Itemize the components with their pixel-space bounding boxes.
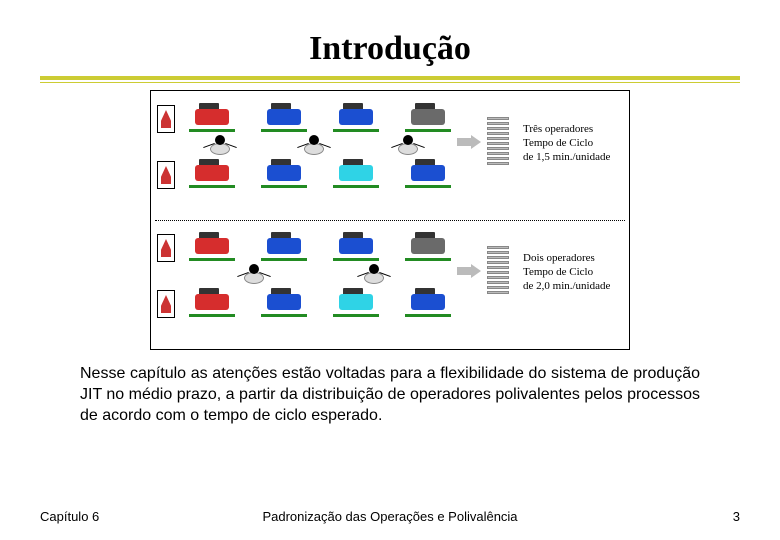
machine-icon bbox=[189, 105, 235, 129]
diagram-container: Três operadores Tempo de Ciclo de 1,5 mi… bbox=[40, 90, 740, 350]
caption-bottom: Dois operadores Tempo de Ciclo de 2,0 mi… bbox=[523, 252, 610, 293]
operator-icon bbox=[207, 133, 233, 159]
footer-chapter: Capítulo 6 bbox=[40, 509, 99, 524]
caption-line: de 1,5 min./unidade bbox=[523, 151, 610, 163]
operator-icon bbox=[395, 133, 421, 159]
footer-page-number: 3 bbox=[733, 509, 740, 524]
footer: Capítulo 6 Padronização das Operações e … bbox=[40, 509, 740, 524]
caption-line: Tempo de Ciclo bbox=[523, 266, 593, 278]
machine-icon bbox=[261, 105, 307, 129]
caption-top: Três operadores Tempo de Ciclo de 1,5 mi… bbox=[523, 123, 610, 164]
caption-line: de 2,0 min./unidade bbox=[523, 280, 610, 292]
machine-icon bbox=[189, 161, 235, 185]
diagram-top-half: Três operadores Tempo de Ciclo de 1,5 mi… bbox=[151, 91, 629, 220]
machine-icon bbox=[333, 161, 379, 185]
machine-icon bbox=[189, 290, 235, 314]
page-title: Introdução bbox=[40, 30, 740, 68]
title-underline bbox=[40, 76, 740, 78]
machine-icon bbox=[261, 161, 307, 185]
machine-icon bbox=[405, 290, 451, 314]
machine-icon bbox=[333, 290, 379, 314]
input-bin bbox=[157, 105, 175, 133]
operator-icon bbox=[241, 262, 267, 288]
input-bin bbox=[157, 234, 175, 262]
output-stack bbox=[487, 117, 509, 167]
machine-icon bbox=[405, 161, 451, 185]
operator-icon bbox=[361, 262, 387, 288]
machine-icon bbox=[405, 234, 451, 258]
machine-icon bbox=[333, 234, 379, 258]
caption-line: Três operadores bbox=[523, 123, 593, 135]
input-bin bbox=[157, 161, 175, 189]
diagram-bottom-half: Dois operadores Tempo de Ciclo de 2,0 mi… bbox=[151, 220, 629, 349]
machine-icon bbox=[261, 290, 307, 314]
output-stack bbox=[487, 246, 509, 296]
machine-icon bbox=[333, 105, 379, 129]
caption-line: Tempo de Ciclo bbox=[523, 137, 593, 149]
production-diagram: Três operadores Tempo de Ciclo de 1,5 mi… bbox=[150, 90, 630, 350]
slide: Introdução bbox=[0, 0, 780, 540]
machine-icon bbox=[189, 234, 235, 258]
caption-line: Dois operadores bbox=[523, 252, 595, 264]
arrow-icon bbox=[457, 264, 481, 278]
input-bin bbox=[157, 290, 175, 318]
operator-icon bbox=[301, 133, 327, 159]
machine-icon bbox=[261, 234, 307, 258]
arrow-icon bbox=[457, 135, 481, 149]
footer-title: Padronização das Operações e Polivalênci… bbox=[40, 509, 740, 524]
machine-icon bbox=[405, 105, 451, 129]
body-paragraph: Nesse capítulo as atenções estão voltada… bbox=[40, 364, 740, 426]
